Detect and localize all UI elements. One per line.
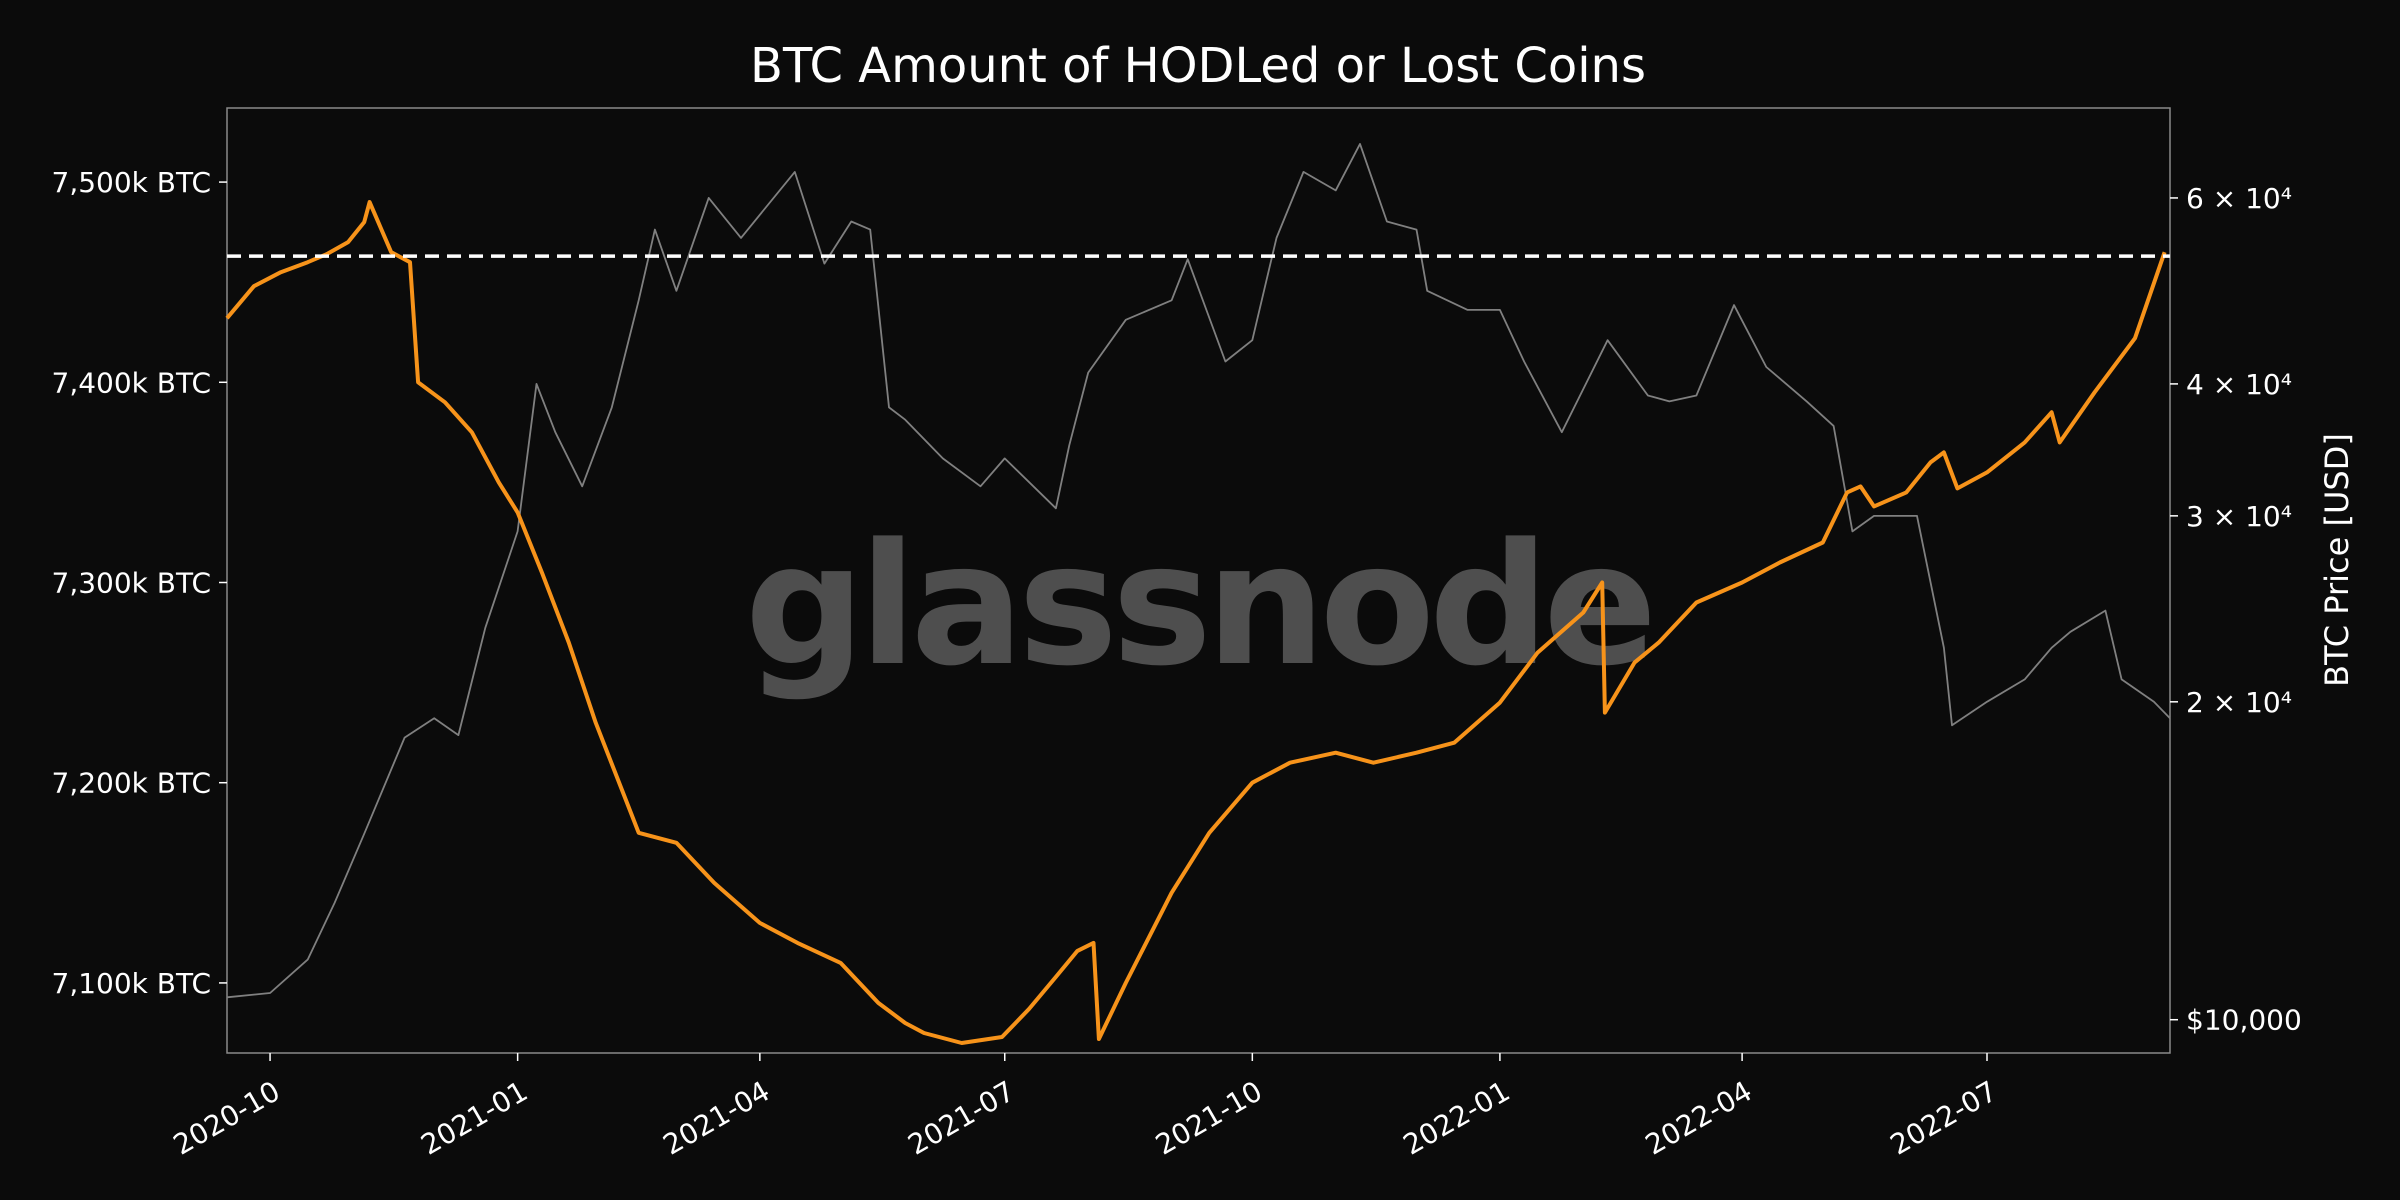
right-tick-label: 3 × 10⁴ (2186, 500, 2292, 533)
right-axis-label: BTC Price [USD] (2318, 433, 2356, 687)
right-tick-label: 2 × 10⁴ (2186, 686, 2292, 719)
left-axis: 7,100k BTC 7,200k BTC 7,300k BTC 7,400k BTC… (52, 166, 227, 1000)
left-tick-label: 7,200k BTC (52, 767, 212, 800)
left-tick-label: 7,300k BTC (52, 567, 212, 600)
hodl-series-line (225, 200, 2167, 1045)
plot-area (226, 107, 2171, 1054)
price-series-line (226, 142, 2171, 999)
series-layer (225, 142, 2171, 1045)
right-tick-label: 4 × 10⁴ (2186, 368, 2292, 401)
chart-title: BTC Amount of HODLed or Lost Coins (750, 38, 1646, 94)
right-tick-label: 6 × 10⁴ (2186, 182, 2292, 215)
left-tick-label: 7,400k BTC (52, 366, 212, 399)
left-tick-label: 7,500k BTC (52, 166, 212, 199)
left-tick-label: 7,100k BTC (52, 967, 212, 1000)
watermark-text: glassnode (745, 507, 1651, 703)
right-tick-label: $10,000 (2186, 1004, 2302, 1037)
right-axis: $10,000 2 × 10⁴ 3 × 10⁴ 4 × 10⁴ 6 × 10⁴ (2170, 182, 2302, 1037)
